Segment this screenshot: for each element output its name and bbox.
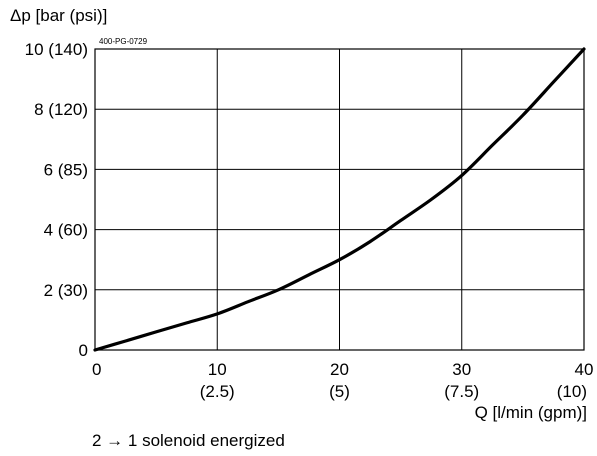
x-tick-label: 40 [575,360,594,379]
x-tick-label: 10 [208,360,227,379]
plot-frame [94,48,585,351]
series-line [93,47,586,352]
y-axis-label: Δp [bar (psi)] [10,6,107,25]
chart-caption: 2 → 1 solenoid energized [92,431,285,450]
x-tick-label: 20 [330,360,349,379]
x-tick-labels: 0 10 (2.5) 20 (5) 30 (7.5) 40 (10) [92,360,593,401]
x-tick-label: 0 [92,360,101,379]
x-tick-sublabel: (2.5) [200,382,235,401]
series-layer [93,47,586,352]
y-tick-label: 10 (140) [25,40,88,59]
grid-lines [94,48,585,351]
x-tick-sublabel: (7.5) [444,382,479,401]
chart-code-label: 400-PG-0729 [99,37,148,46]
x-tick-sublabel: (5) [329,382,350,401]
x-axis-label: Q [l/min (gpm)] [475,403,587,422]
y-tick-label: 2 (30) [44,281,88,300]
x-tick-sublabel: (10) [557,382,587,401]
y-tick-labels: 0 2 (30) 4 (60) 6 (85) 8 (120) 10 (140) [25,40,88,360]
y-tick-label: 8 (120) [34,100,88,119]
y-tick-label: 4 (60) [44,221,88,240]
x-tick-label: 30 [452,360,471,379]
y-tick-label: 6 (85) [44,160,88,179]
y-tick-label: 0 [79,341,88,360]
